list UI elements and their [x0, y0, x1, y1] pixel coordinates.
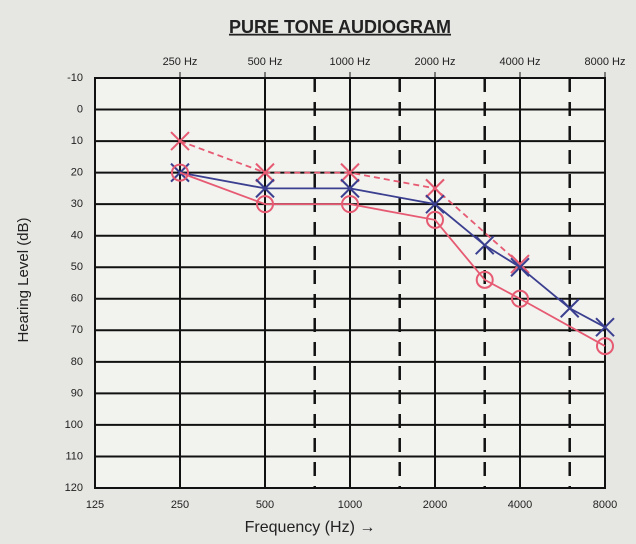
x-tick-label: 125 [86, 499, 104, 511]
x-tick-label: 2000 [423, 499, 447, 511]
y-tick-label: -10 [67, 72, 83, 84]
x-tick-label: 500 [256, 499, 274, 511]
x-tick-label: 1000 [338, 499, 362, 511]
x-tick-label: 4000 [508, 499, 532, 511]
chart-title: PURE TONE AUDIOGRAM [229, 17, 451, 37]
x-tick-label: 8000 [593, 499, 617, 511]
y-tick-label: 30 [71, 198, 83, 210]
y-tick-label: 110 [65, 450, 83, 462]
y-tick-label: 0 [77, 103, 83, 115]
y-tick-label: 20 [71, 167, 83, 179]
top-tick-label: 500 Hz [248, 56, 283, 68]
y-tick-label: 80 [71, 356, 83, 368]
y-tick-label: 40 [71, 230, 83, 242]
x-tick-label: 250 [171, 499, 189, 511]
chart: PURE TONE AUDIOGRAM Frequency (Hz) → Hea… [0, 0, 636, 544]
top-tick-label: 250 Hz [163, 56, 198, 68]
y-tick-label: 10 [71, 135, 83, 147]
y-tick-label: 60 [71, 293, 83, 305]
top-tick-label: 1000 Hz [330, 56, 371, 68]
top-tick-label: 2000 Hz [415, 56, 456, 68]
y-tick-label: 70 [71, 324, 83, 336]
top-tick-label: 8000 Hz [585, 56, 626, 68]
y-tick-label: 120 [65, 482, 83, 494]
page: PURE TONE AUDIOGRAM Frequency (Hz) → Hea… [0, 0, 636, 544]
y-axis-label: Hearing Level (dB) [15, 217, 32, 342]
y-tick-label: 100 [65, 419, 83, 431]
y-tick-label: 90 [71, 387, 83, 399]
top-tick-label: 4000 Hz [500, 56, 541, 68]
x-axis-label: Frequency (Hz) → [245, 519, 376, 536]
y-tick-label: 50 [71, 261, 83, 273]
